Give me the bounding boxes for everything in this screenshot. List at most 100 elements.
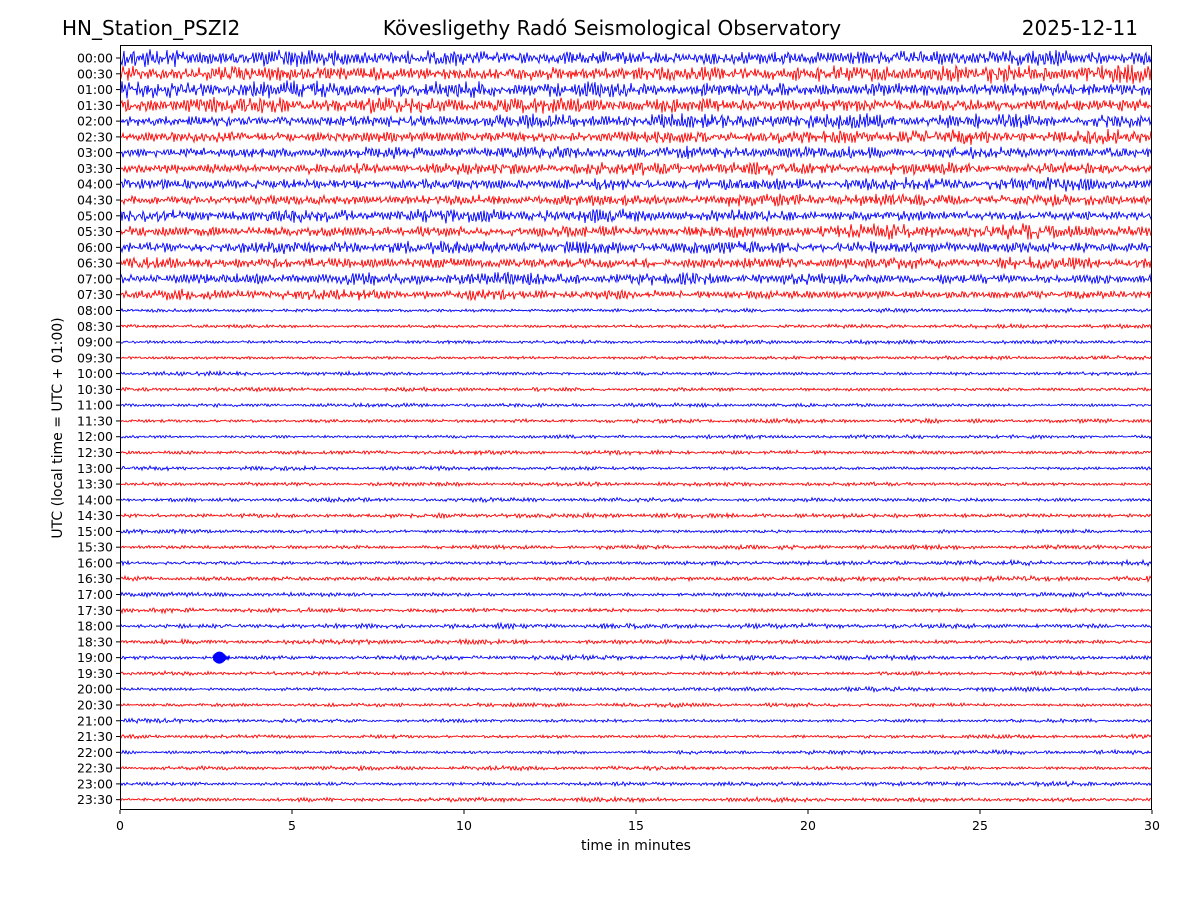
trace-1730 <box>120 606 1152 615</box>
trace-0730 <box>120 288 1152 302</box>
y-tick-label: 20:00 <box>77 682 113 697</box>
y-tick-label: 05:00 <box>77 208 113 223</box>
trace-0530 <box>120 223 1152 240</box>
y-tick-label: 14:00 <box>77 492 113 507</box>
y-tick-label: 08:30 <box>77 319 113 334</box>
y-tick-label: 17:30 <box>77 603 113 618</box>
trace-0700 <box>120 271 1152 287</box>
y-tick-label: 21:00 <box>77 713 113 728</box>
trace-0300 <box>120 145 1152 160</box>
trace-0330 <box>120 161 1152 177</box>
trace-0800 <box>120 307 1152 314</box>
y-axis-label: UTC (local time = UTC + 01:00) <box>50 317 66 538</box>
trace-1700 <box>120 590 1152 599</box>
y-tick-label: 07:00 <box>77 271 113 286</box>
y-tick-label: 04:00 <box>77 177 113 192</box>
y-tick-label: 00:30 <box>77 66 113 81</box>
trace-1200 <box>120 433 1152 441</box>
y-tick-label: 04:30 <box>77 193 113 208</box>
y-tick-label: 18:30 <box>77 634 113 649</box>
x-tick-label: 25 <box>972 818 988 833</box>
trace-1400 <box>120 496 1152 504</box>
y-tick-label: 12:30 <box>77 445 113 460</box>
trace-2100 <box>120 717 1152 725</box>
y-tick-label: 12:00 <box>77 429 113 444</box>
y-tick-label: 17:00 <box>77 587 113 602</box>
y-tick-label: 19:00 <box>77 650 113 665</box>
y-tick-label: 09:00 <box>77 335 113 350</box>
trace-0100 <box>120 80 1152 99</box>
x-tick-label: 10 <box>456 818 472 833</box>
trace-1930 <box>120 669 1152 677</box>
trace-1830 <box>120 637 1152 646</box>
trace-1600 <box>120 558 1152 568</box>
event-burst <box>212 651 230 664</box>
trace-2230 <box>120 764 1152 772</box>
trace-0900 <box>120 338 1152 346</box>
trace-0930 <box>120 354 1152 362</box>
trace-1630 <box>120 574 1152 583</box>
x-tick-label: 20 <box>800 818 816 833</box>
trace-0200 <box>120 113 1152 130</box>
trace-2000 <box>120 685 1152 694</box>
trace-2030 <box>120 701 1152 709</box>
y-tick-label: 05:30 <box>77 224 113 239</box>
trace-1100 <box>120 401 1152 409</box>
y-tick-label: 10:30 <box>77 382 113 397</box>
y-tick-label: 08:00 <box>77 303 113 318</box>
y-tick-label: 15:00 <box>77 524 113 539</box>
y-tick-label: 20:30 <box>77 697 113 712</box>
trace-1430 <box>120 511 1152 520</box>
trace-0000 <box>120 49 1152 68</box>
y-tick-label: 18:00 <box>77 619 113 634</box>
trace-2300 <box>120 780 1152 788</box>
trace-1030 <box>120 385 1152 393</box>
x-tick-label: 30 <box>1144 818 1160 833</box>
trace-0600 <box>120 240 1152 255</box>
y-tick-label: 19:30 <box>77 666 113 681</box>
trace-0830 <box>120 322 1152 330</box>
plot-frame <box>120 45 1152 810</box>
trace-1230 <box>120 448 1152 457</box>
y-tick-label: 01:30 <box>77 98 113 113</box>
y-tick-label: 21:30 <box>77 729 113 744</box>
trace-0630 <box>120 256 1152 270</box>
trace-0430 <box>120 192 1152 208</box>
y-tick-label: 23:30 <box>77 792 113 807</box>
y-axis: 00:0000:3001:0001:3002:0002:3003:0003:30… <box>77 51 120 807</box>
y-tick-label: 03:00 <box>77 145 113 160</box>
y-tick-label: 22:30 <box>77 761 113 776</box>
y-tick-label: 13:00 <box>77 461 113 476</box>
trace-0030 <box>120 64 1152 84</box>
trace-0500 <box>120 208 1152 224</box>
y-tick-label: 02:30 <box>77 129 113 144</box>
trace-1500 <box>120 528 1152 536</box>
y-tick-label: 11:30 <box>77 413 113 428</box>
y-tick-label: 06:30 <box>77 256 113 271</box>
y-tick-label: 10:00 <box>77 366 113 381</box>
x-tick-label: 15 <box>628 818 644 833</box>
y-tick-label: 16:00 <box>77 555 113 570</box>
y-tick-label: 07:30 <box>77 287 113 302</box>
y-tick-label: 23:00 <box>77 776 113 791</box>
x-tick-label: 5 <box>288 818 296 833</box>
y-tick-label: 09:30 <box>77 350 113 365</box>
y-tick-label: 16:30 <box>77 571 113 586</box>
trace-0130 <box>120 96 1152 114</box>
y-tick-label: 03:30 <box>77 161 113 176</box>
trace-1530 <box>120 543 1152 551</box>
y-tick-label: 01:00 <box>77 82 113 97</box>
trace-1000 <box>120 369 1152 377</box>
y-tick-label: 02:00 <box>77 114 113 129</box>
y-tick-label: 11:00 <box>77 398 113 413</box>
y-tick-label: 14:30 <box>77 508 113 523</box>
trace-1330 <box>120 480 1152 488</box>
x-axis-label: time in minutes <box>581 838 691 854</box>
trace-0400 <box>120 176 1152 192</box>
y-tick-label: 22:00 <box>77 745 113 760</box>
y-tick-label: 00:00 <box>77 51 113 66</box>
trace-2200 <box>120 748 1152 757</box>
trace-2130 <box>120 733 1152 740</box>
station-title: HN_Station_PSZI2 <box>62 16 241 40</box>
